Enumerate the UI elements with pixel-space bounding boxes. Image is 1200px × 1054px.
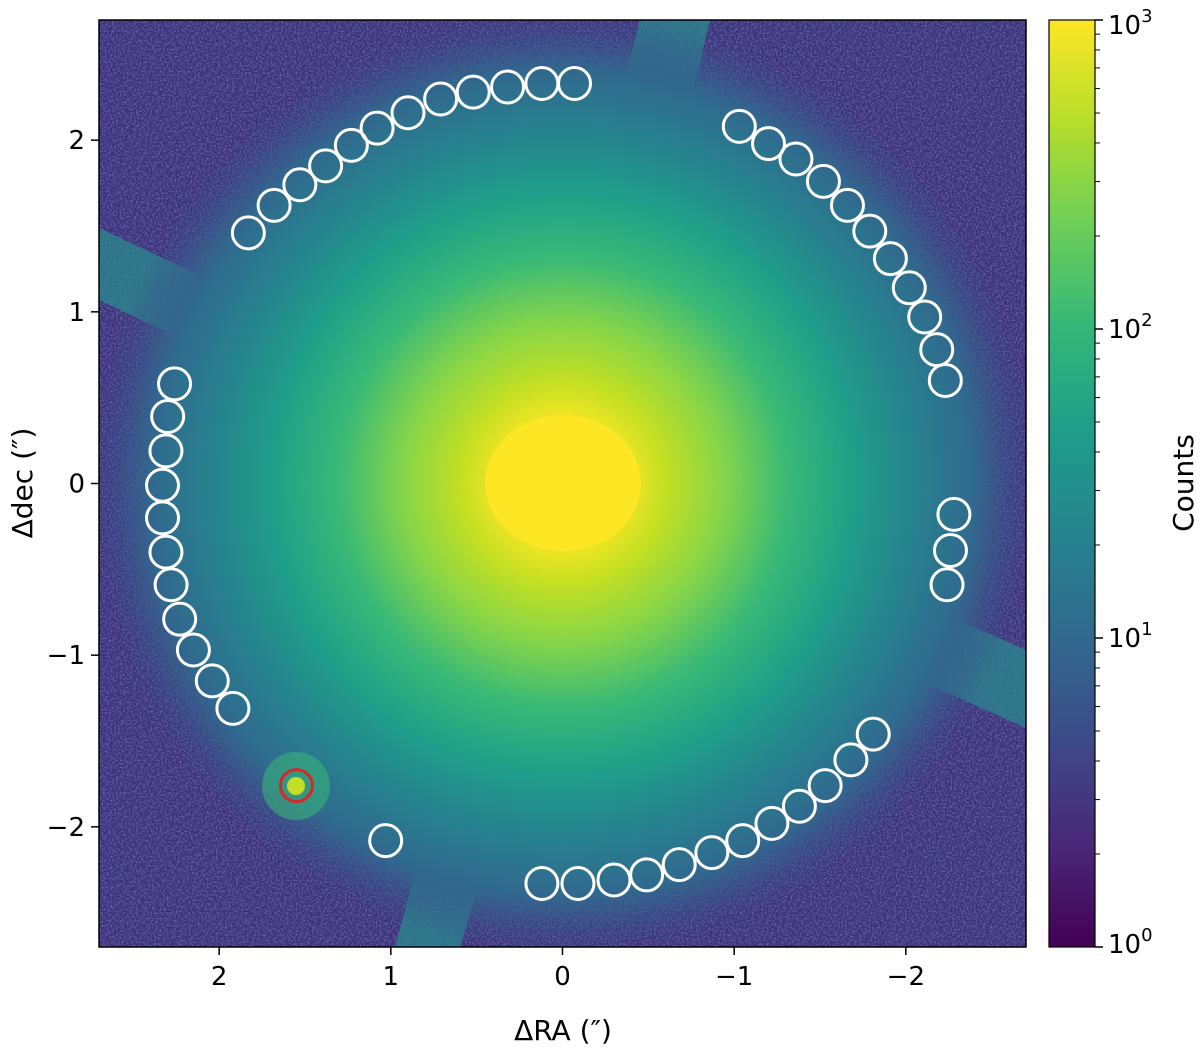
aperture-circle (230, 215, 266, 251)
colorbar-tick-label: 103 (1108, 6, 1153, 41)
colorbar-tick-label: 101 (1108, 619, 1153, 654)
aperture-circle (907, 299, 943, 335)
x-axis-label: ΔRA (″) (514, 1014, 612, 1047)
aperture-circle (162, 601, 198, 637)
aperture-circle (145, 500, 181, 536)
aperture-circle (194, 663, 230, 699)
aperture-circle (936, 496, 972, 532)
y-tick-label: 2 (68, 126, 85, 156)
aperture-circle (694, 835, 730, 871)
aperture-circle (891, 270, 927, 306)
image-area (99, 20, 1026, 947)
aperture-circle (852, 213, 888, 249)
aperture-circle (929, 567, 965, 603)
colorbar-ticks: 100 101 102 103 (1095, 6, 1153, 960)
aperture-circle (333, 127, 369, 163)
aperture-circle (833, 742, 869, 778)
aperture-circle (368, 823, 404, 859)
companion-marker (278, 768, 314, 804)
aperture-circle (661, 847, 697, 883)
aperture-circle (855, 716, 891, 752)
aperture-circle (524, 865, 560, 901)
colorbar (1048, 19, 1096, 948)
x-tick-label: −2 (887, 962, 925, 992)
aperture-circle (629, 857, 665, 893)
aperture-circle (557, 66, 593, 102)
aperture-circle (282, 167, 318, 203)
aperture-circle (215, 690, 251, 726)
aperture-circle (490, 69, 526, 105)
y-tick-label: −1 (47, 641, 85, 671)
aperture-circle (175, 632, 211, 668)
aperture-circle (256, 187, 292, 223)
colorbar-tick-label: 100 (1108, 925, 1153, 960)
aperture-circle (754, 805, 790, 841)
y-tick-label: 1 (68, 298, 85, 328)
aperture-circle (932, 532, 968, 568)
aperture-circle (560, 865, 596, 901)
aperture-circle (778, 141, 814, 177)
y-tick-label: −2 (47, 813, 85, 843)
aperture-circle (751, 126, 786, 162)
x-tick-label: 2 (211, 962, 228, 992)
aperture-circle (157, 366, 193, 402)
aperture-circle (390, 95, 426, 131)
companion-source (287, 777, 305, 795)
aperture-circle (455, 74, 491, 110)
x-axis-ticks: 2 1 0 −1 −2 (211, 947, 925, 992)
aperture-circle (725, 823, 761, 859)
x-tick-label: 0 (554, 962, 571, 992)
aperture-circle (872, 241, 908, 277)
aperture-circle (805, 163, 841, 199)
aperture-circle (927, 363, 963, 398)
aperture-circle (807, 768, 843, 804)
colorbar-tick-label: 102 (1108, 310, 1153, 345)
aperture-circle (148, 433, 184, 469)
y-axis-label: Δdec (″) (6, 428, 39, 539)
aperture-markers (145, 66, 972, 901)
aperture-circle (308, 148, 344, 184)
y-axis-ticks: 2 1 0 −1 −2 (47, 126, 99, 843)
aperture-circle (359, 110, 395, 146)
aperture-circle (721, 108, 757, 144)
stellar-core (485, 415, 641, 551)
aperture-circle (829, 187, 865, 223)
aperture-circle (423, 81, 459, 117)
aperture-circle (781, 788, 817, 824)
aperture-circle (153, 567, 189, 603)
colorbar-label: Counts (1167, 434, 1200, 532)
x-tick-label: −1 (715, 962, 753, 992)
companion-marker-group (278, 768, 314, 804)
aperture-circle (150, 399, 186, 435)
x-tick-label: 1 (383, 962, 400, 992)
y-tick-label: 0 (68, 470, 85, 500)
